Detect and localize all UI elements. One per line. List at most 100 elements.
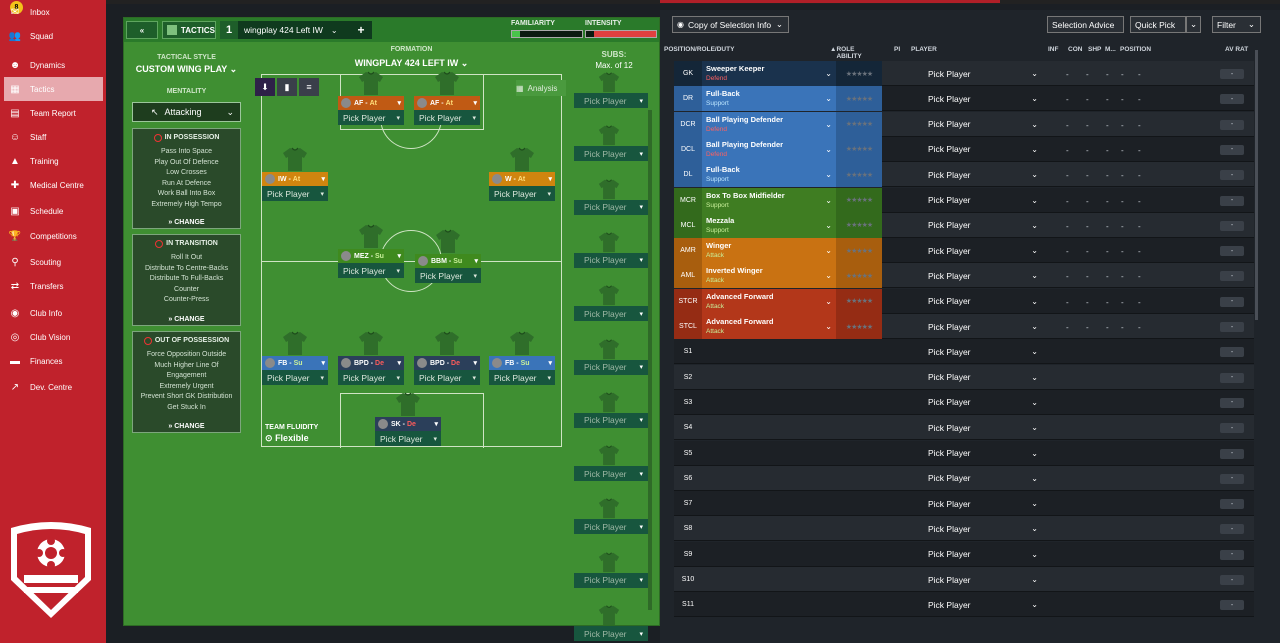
sidebar-item-medical-centre[interactable]: ✚ Medical Centre [0, 173, 106, 197]
table-row[interactable]: MCR Box To Box Midfielder Support ⌄ ★★★★★ Pic… [674, 187, 1254, 213]
sub-pick-player-select[interactable]: Pick Player ▾ [574, 572, 648, 588]
out-of-possession-change-button[interactable]: » CHANGE [133, 423, 240, 430]
col-pi[interactable]: PI [894, 46, 901, 53]
table-row[interactable]: S2 Pick Player ⌄ - [674, 364, 1254, 390]
role-duty-select[interactable]: AF - At ▾ [338, 96, 404, 110]
sub-pick-player-select[interactable]: Pick Player ▾ [574, 199, 648, 215]
pick-player-select[interactable]: Pick Player ⌄ [928, 61, 1038, 86]
col-inf[interactable]: INF [1048, 46, 1059, 53]
sub-pick-player-select[interactable]: Pick Player ▾ [574, 519, 648, 535]
col-con[interactable]: CON [1068, 46, 1083, 53]
stats-tool-button[interactable]: ▮ [277, 78, 297, 96]
role-duty-select[interactable]: Sweeper Keeper Defend ⌄ [702, 61, 836, 86]
pick-player-select[interactable]: Pick Player ⌄ [928, 466, 1038, 491]
role-duty-select[interactable]: W - At ▾ [489, 172, 555, 186]
table-row[interactable]: MCL Mezzala Support ⌄ ★★★★★ Pick Player ⌄ - - - - -… [674, 212, 1254, 238]
pick-player-select[interactable]: Pick Player ⌄ [928, 365, 1038, 390]
pick-player-select[interactable]: Pick Player ⌄ [928, 339, 1038, 364]
role-duty-select[interactable]: Ball Playing Defender Defend ⌄ [702, 111, 836, 137]
formation-select[interactable]: 1 wingplay 424 Left IW ⌄ [220, 21, 372, 39]
role-duty-select[interactable]: BBM - Su ▾ [415, 254, 481, 268]
formation-name[interactable]: WINGPLAY 424 LEFT IW ⌄ [329, 58, 494, 69]
role-duty-select[interactable]: Winger Attack ⌄ [702, 238, 836, 264]
role-duty-select[interactable]: BPD - De ▾ [338, 356, 404, 370]
role-duty-select[interactable]: Mezzala Support ⌄ [702, 212, 836, 238]
table-row[interactable]: S1 Pick Player ⌄ - [674, 339, 1254, 365]
col-position[interactable]: POSITION/ROLE/DUTY [664, 46, 735, 53]
pick-player-select[interactable]: Pick Player ⌄ [928, 491, 1038, 516]
table-row[interactable]: S3 Pick Player ⌄ - [674, 389, 1254, 415]
selection-advice-button[interactable]: Selection Advice [1047, 16, 1124, 33]
sidebar-item-scouting[interactable]: ⚲ Scouting [0, 250, 106, 274]
pick-player-select[interactable]: Pick Player ⌄ [928, 390, 1038, 415]
table-row[interactable]: GK Sweeper Keeper Defend ⌄ ★★★★★ Pick Player ⌄… [674, 61, 1254, 86]
sub-pick-player-select[interactable]: Pick Player ▾ [574, 252, 648, 268]
pick-player-select[interactable]: Pick Player ▾ [414, 370, 480, 385]
pick-player-select[interactable]: Pick Player ▾ [489, 370, 555, 385]
table-scrollbar[interactable] [1255, 50, 1258, 320]
table-row[interactable]: AMR Winger Attack ⌄ ★★★★★ Pick Player ⌄ - - - - - - [674, 238, 1254, 264]
pick-player-select[interactable]: Pick Player ▾ [338, 370, 404, 385]
role-duty-select[interactable]: FB - Su ▾ [489, 356, 555, 370]
in-possession-change-button[interactable]: » CHANGE [133, 219, 240, 226]
add-tactic-button[interactable]: + [350, 21, 372, 39]
instructions-tool-button[interactable]: ⬇ [255, 78, 275, 96]
roles-tool-button[interactable]: ≡ [299, 78, 319, 96]
pick-player-select[interactable]: Pick Player ▾ [415, 268, 481, 283]
pick-player-select[interactable]: Pick Player ▾ [262, 186, 328, 201]
role-duty-select[interactable]: MEZ - Su ▾ [338, 249, 404, 263]
col-av-rat[interactable]: AV RAT [1225, 46, 1249, 53]
role-duty-select[interactable]: Inverted Winger Attack ⌄ [702, 263, 836, 289]
sidebar-item-staff[interactable]: ☺ Staff [0, 125, 106, 149]
table-row[interactable]: AML Inverted Winger Attack ⌄ ★★★★★ Pick Playe… [674, 263, 1254, 289]
pick-player-select[interactable]: Pick Player ▾ [338, 263, 404, 278]
pick-player-select[interactable]: Pick Player ⌄ [928, 188, 1038, 213]
pick-player-select[interactable]: Pick Player ⌄ [928, 592, 1038, 617]
pick-player-select[interactable]: Pick Player ▾ [414, 110, 480, 125]
sidebar-item-dynamics[interactable]: ☻ Dynamics [0, 53, 106, 77]
sub-pick-player-select[interactable]: Pick Player ▾ [574, 466, 648, 482]
table-row[interactable]: DCR Ball Playing Defender Defend ⌄ ★★★★★ Pick… [674, 111, 1254, 137]
table-row[interactable]: DL Full-Back Support ⌄ ★★★★★ Pick Player ⌄ - - - -… [674, 162, 1254, 188]
pick-player-select[interactable]: Pick Player ⌄ [928, 289, 1038, 314]
col-m[interactable]: M... [1105, 46, 1116, 53]
sidebar-item-tactics[interactable]: ▦ Tactics [4, 77, 103, 101]
quick-pick-dropdown[interactable]: ⌄ [1186, 16, 1201, 33]
pick-player-select[interactable]: Pick Player ⌄ [928, 567, 1038, 592]
sidebar-item-schedule[interactable]: ▣ Schedule [0, 199, 106, 223]
role-duty-select[interactable]: BPD - De ▾ [414, 356, 480, 370]
col-player[interactable]: PLAYER [911, 46, 937, 53]
pick-player-select[interactable]: Pick Player ⌄ [928, 263, 1038, 288]
pick-player-select[interactable]: Pick Player ⌄ [928, 86, 1038, 111]
role-duty-select[interactable]: Box To Box Midfielder Support ⌄ [702, 187, 836, 213]
table-row[interactable]: S4 Pick Player ⌄ - [674, 415, 1254, 441]
pick-player-select[interactable]: Pick Player ▾ [338, 110, 404, 125]
mentality-select[interactable]: ↖ Attacking ⌄ [132, 102, 241, 122]
sub-pick-player-select[interactable]: Pick Player ▾ [574, 306, 648, 322]
pick-player-select[interactable]: Pick Player ⌄ [928, 415, 1038, 440]
role-duty-select[interactable]: FB - Su ▾ [262, 356, 328, 370]
role-duty-select[interactable]: Full-Back Support ⌄ [702, 86, 836, 112]
table-row[interactable]: S8 Pick Player ⌄ - [674, 516, 1254, 542]
pick-player-select[interactable]: Pick Player ⌄ [928, 137, 1038, 162]
sidebar-item-inbox[interactable]: ✉ Inbox [0, 0, 106, 24]
sub-pick-player-select[interactable]: Pick Player ▾ [574, 626, 648, 641]
pick-player-select[interactable]: Pick Player ▾ [489, 186, 555, 201]
pick-player-select[interactable]: Pick Player ⌄ [928, 314, 1038, 339]
role-duty-select[interactable]: Advanced Forward Attack ⌄ [702, 314, 836, 339]
sidebar-item-finances[interactable]: ▬ Finances [0, 349, 106, 373]
sidebar-item-team-report[interactable]: ▤ Team Report [0, 101, 106, 125]
sidebar-item-dev-centre[interactable]: ↗ Dev. Centre [0, 375, 106, 399]
role-duty-select[interactable]: AF - At ▾ [414, 96, 480, 110]
pick-player-select[interactable]: Pick Player ⌄ [928, 162, 1038, 187]
pick-player-select[interactable]: Pick Player ⌄ [928, 213, 1038, 238]
role-duty-select[interactable]: Advanced Forward Attack ⌄ [702, 288, 836, 314]
tactical-style-value[interactable]: CUSTOM WING PLAY ⌄ [128, 64, 245, 75]
pick-player-select[interactable]: Pick Player ⌄ [928, 112, 1038, 137]
table-row[interactable]: S6 Pick Player ⌄ - [674, 465, 1254, 491]
sub-pick-player-select[interactable]: Pick Player ▾ [574, 359, 648, 375]
sidebar-item-training[interactable]: ▲ Training [0, 149, 106, 173]
sidebar-item-club-vision[interactable]: ◎ Club Vision [0, 325, 106, 349]
back-button[interactable]: « [126, 21, 158, 39]
table-row[interactable]: S11 Pick Player ⌄ - [674, 592, 1254, 618]
